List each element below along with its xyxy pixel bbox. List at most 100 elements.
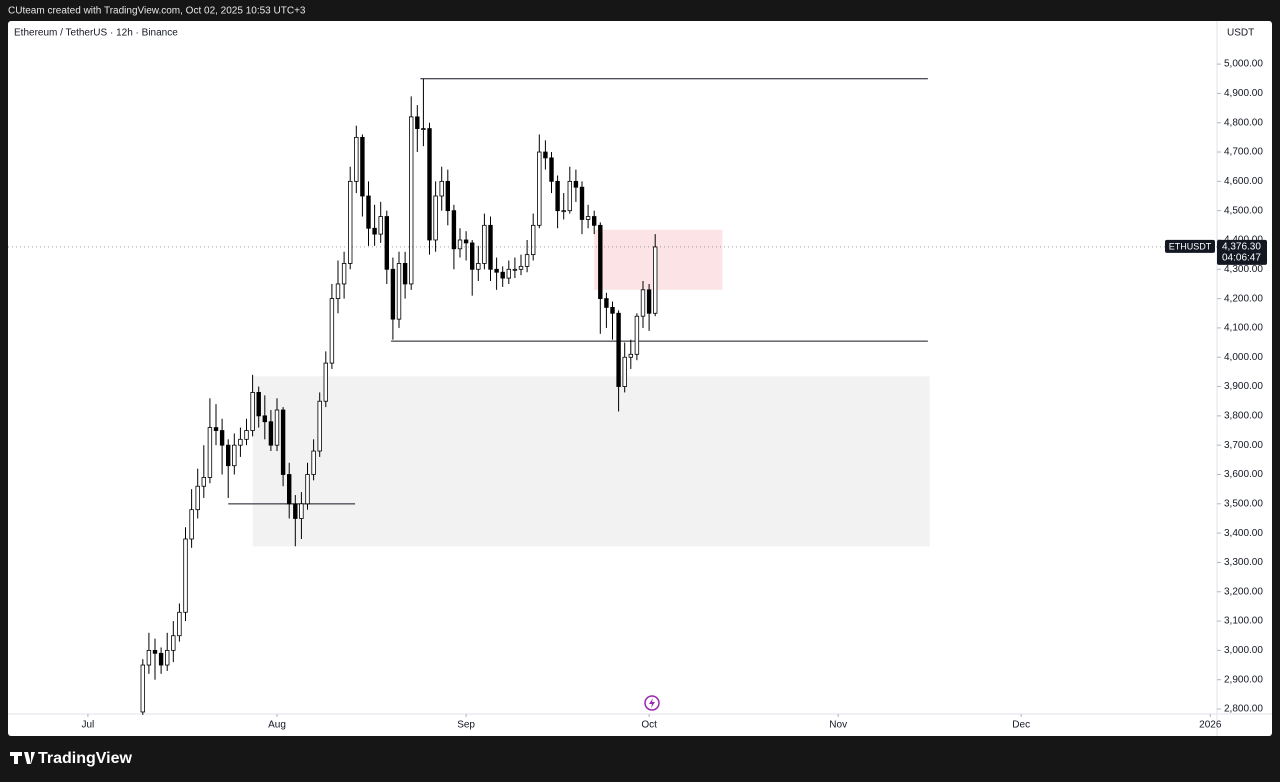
candle (585, 204, 591, 229)
candle (311, 439, 316, 481)
candle-body (384, 216, 390, 270)
y-tick-label: 3,100.00 (1224, 616, 1263, 627)
candle-body (457, 239, 463, 250)
candle (177, 603, 182, 642)
candle-body (183, 538, 188, 613)
candle-body (531, 224, 536, 256)
candle (604, 292, 609, 328)
x-tick-label: 2026 (1199, 720, 1222, 731)
candle-body (335, 283, 341, 300)
candle-body (158, 652, 164, 666)
candle-body (463, 239, 469, 244)
y-tick-label: 4,700.00 (1224, 147, 1263, 158)
candle (579, 181, 585, 235)
candle-body (201, 477, 207, 487)
x-tick-label: Dec (1012, 720, 1030, 731)
candle-body (518, 265, 524, 270)
candle (140, 659, 146, 715)
candle (567, 166, 573, 214)
candle-body (506, 268, 512, 279)
last-price-box (1217, 239, 1267, 265)
y-tick-label: 4,500.00 (1224, 205, 1263, 216)
candle (366, 181, 371, 246)
candle-body (311, 450, 316, 475)
y-tick-label: 3,700.00 (1224, 440, 1263, 451)
candle-body (390, 268, 396, 320)
y-tick-label: 3,800.00 (1224, 411, 1263, 422)
candle (628, 339, 633, 369)
candle (482, 213, 487, 270)
candle (500, 266, 505, 287)
plot (140, 78, 930, 715)
candle-body (396, 263, 402, 320)
candle (219, 418, 225, 475)
candle-body (500, 271, 505, 279)
candle-body (146, 649, 152, 666)
zone (252, 376, 930, 547)
y-tick-label: 4,200.00 (1224, 293, 1263, 304)
events-icon[interactable] (644, 695, 660, 711)
x-tick-label: Nov (829, 720, 847, 731)
footer-brand: TradingView (38, 750, 133, 767)
candle (506, 260, 512, 284)
candle-body (543, 151, 548, 159)
candle-body (256, 392, 261, 417)
candle (445, 169, 451, 226)
candle-body (640, 289, 646, 317)
candle-body (232, 444, 237, 467)
x-tick-label: Sep (457, 720, 475, 731)
candle (561, 193, 566, 220)
candle (610, 301, 615, 340)
candle (646, 283, 652, 331)
candle-body (604, 298, 609, 308)
candle (518, 254, 524, 276)
candle (634, 313, 640, 361)
candle-body (274, 409, 280, 446)
y-tick-label: 3,000.00 (1224, 645, 1263, 656)
candle (244, 418, 249, 446)
candle-body (628, 353, 633, 358)
events-bolt (649, 698, 655, 708)
candle-body (494, 268, 499, 273)
y-tick-label: 4,900.00 (1224, 88, 1263, 99)
candle (390, 257, 396, 340)
candle (317, 392, 322, 457)
candle-body (592, 216, 597, 226)
candle-body (165, 649, 170, 666)
candle (183, 527, 188, 622)
candle-body (366, 195, 371, 229)
candle (274, 398, 280, 452)
candle-body (195, 485, 200, 511)
candle-body (439, 180, 444, 197)
candle (616, 310, 621, 412)
countdown-label: 04:06:47 (1222, 253, 1261, 264)
candle-body (250, 392, 255, 431)
candle-body (579, 186, 585, 220)
candle-body (152, 649, 158, 654)
candle (165, 632, 170, 671)
y-tick-label: 4,000.00 (1224, 352, 1263, 363)
candle-body (415, 116, 420, 129)
y-tick-label: 2,900.00 (1224, 674, 1263, 685)
candle (146, 632, 152, 674)
chart-title: Ethereum / TetherUS · 12h · Binance (14, 28, 178, 39)
candle-body (348, 180, 353, 264)
candle (384, 210, 390, 284)
candle-body (409, 116, 414, 285)
candle (451, 204, 457, 270)
candle (329, 283, 335, 369)
candle (439, 166, 444, 211)
symbol-label: ETHUSDT (1169, 241, 1212, 251)
candle (280, 407, 286, 487)
candle-body (549, 157, 554, 182)
candle (652, 234, 658, 317)
candle (494, 257, 499, 290)
candle-body (140, 664, 146, 713)
candle-body (323, 362, 329, 402)
candle-body (262, 415, 268, 423)
candle-body (421, 128, 426, 130)
candle (537, 134, 542, 229)
candle (238, 427, 243, 457)
candle-body (585, 216, 591, 220)
